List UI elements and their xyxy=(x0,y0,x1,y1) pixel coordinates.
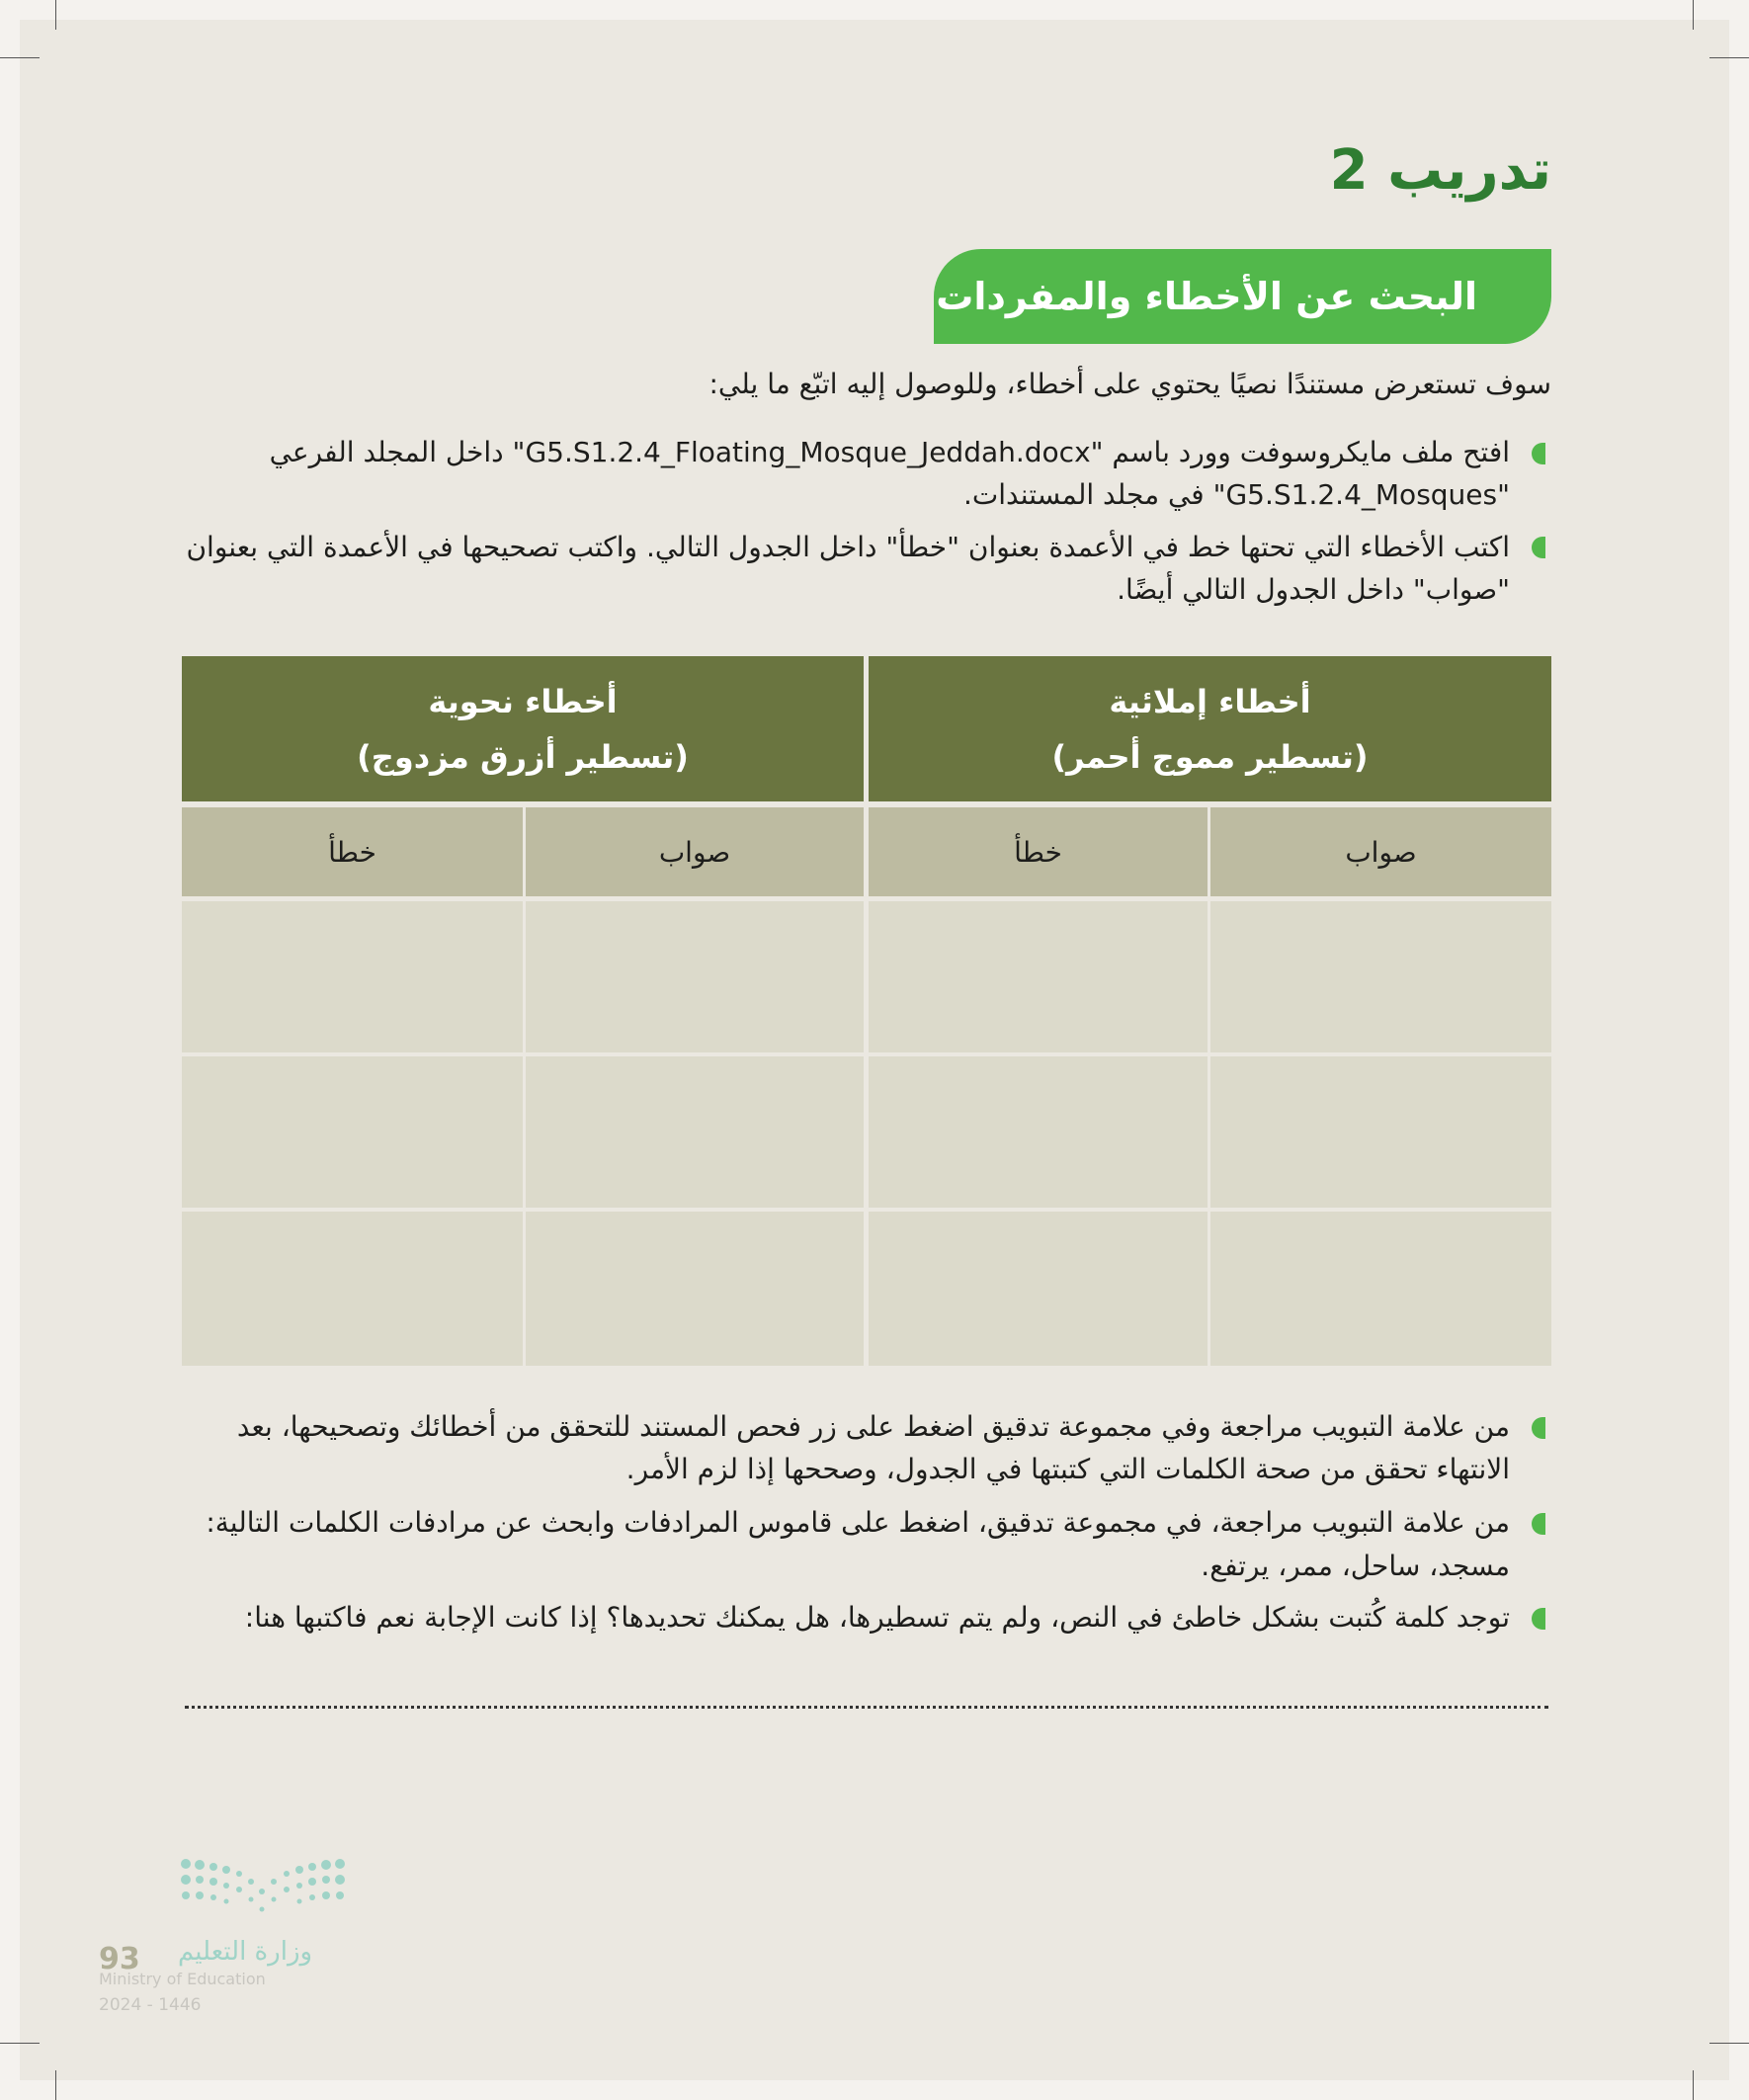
instruction-3-line1: من علامة التبويب مراجعة وفي مجموعة تدقيق… xyxy=(236,1410,1510,1443)
instruction-1-line1: افتح ملف مايكروسوفت وورد باسم "G5.S1.2.4… xyxy=(269,436,1510,468)
table-cell[interactable] xyxy=(869,901,1208,1052)
crop-mark xyxy=(1709,2043,1749,2044)
instruction-2-line1: اكتب الأخطاء التي تحتها خط في الأعمدة بع… xyxy=(186,531,1510,563)
table-cell[interactable] xyxy=(182,901,523,1052)
crop-mark xyxy=(1693,2070,1694,2100)
header-title: أخطاء نحوية xyxy=(428,682,618,720)
header-title: أخطاء إملائية xyxy=(1109,682,1311,720)
header-spelling-errors: أخطاء إملائية (تسطير مموج أحمر) xyxy=(869,656,1551,801)
table-cell[interactable] xyxy=(526,1212,864,1366)
column-wrong: خطأ xyxy=(869,807,1208,896)
crop-mark xyxy=(55,2070,56,2100)
table-cell[interactable] xyxy=(526,901,864,1052)
ministry-logo-icon xyxy=(181,1859,345,1912)
section-banner: البحث عن الأخطاء والمفردات xyxy=(934,249,1551,344)
table-cell[interactable] xyxy=(1210,1212,1551,1366)
table-cell[interactable] xyxy=(1210,901,1551,1052)
crop-mark xyxy=(1693,0,1694,30)
answer-line[interactable] xyxy=(185,1706,1548,1709)
crop-mark xyxy=(1709,57,1749,58)
crop-mark xyxy=(0,57,40,58)
column-wrong: خطأ xyxy=(182,807,523,896)
column-correct: صواب xyxy=(1210,807,1551,896)
instruction-5: توجد كلمة كُتبت بشكل خاطئ في النص، ولم ي… xyxy=(244,1601,1510,1634)
section-heading: البحث عن الأخطاء والمفردات xyxy=(936,275,1477,318)
instruction-1-line2: "G5.S1.2.4_Mosques" في مجلد المستندات. xyxy=(963,478,1510,511)
table-cell[interactable] xyxy=(1210,1056,1551,1208)
instruction-3-line2: الانتهاء تحقق من صحة الكلمات التي كتبتها… xyxy=(625,1453,1510,1485)
table-cell[interactable] xyxy=(869,1056,1208,1208)
instruction-4-line2: مسجد، ساحل، ممر، يرتفع. xyxy=(1201,1550,1510,1582)
logo-arabic-text: وزارة التعليم xyxy=(178,1937,313,1967)
instruction-4-line1: من علامة التبويب مراجعة، في مجموعة تدقيق… xyxy=(206,1506,1510,1539)
header-subtitle: (تسطير أزرق مزدوج) xyxy=(357,737,689,776)
logo-english-text: Ministry of Education xyxy=(99,1970,266,1988)
edition-year: 2024 - 1446 xyxy=(99,1995,202,2015)
instruction-2-line2: "صواب" داخل الجدول التالي أيضًا. xyxy=(1117,573,1510,606)
page-number: 93 xyxy=(99,1942,140,1976)
crop-mark xyxy=(0,2043,40,2044)
crop-mark xyxy=(55,0,56,30)
table-cell[interactable] xyxy=(182,1212,523,1366)
column-correct: صواب xyxy=(526,807,864,896)
table-cell[interactable] xyxy=(526,1056,864,1208)
header-grammar-errors: أخطاء نحوية (تسطير أزرق مزدوج) xyxy=(182,656,864,801)
header-subtitle: (تسطير مموج أحمر) xyxy=(1051,737,1369,776)
page-title: تدريب 2 xyxy=(1329,138,1551,203)
table-cell[interactable] xyxy=(182,1056,523,1208)
intro-text: سوف تستعرض مستندًا نصيًا يحتوي على أخطاء… xyxy=(708,368,1551,400)
table-cell[interactable] xyxy=(869,1212,1208,1366)
